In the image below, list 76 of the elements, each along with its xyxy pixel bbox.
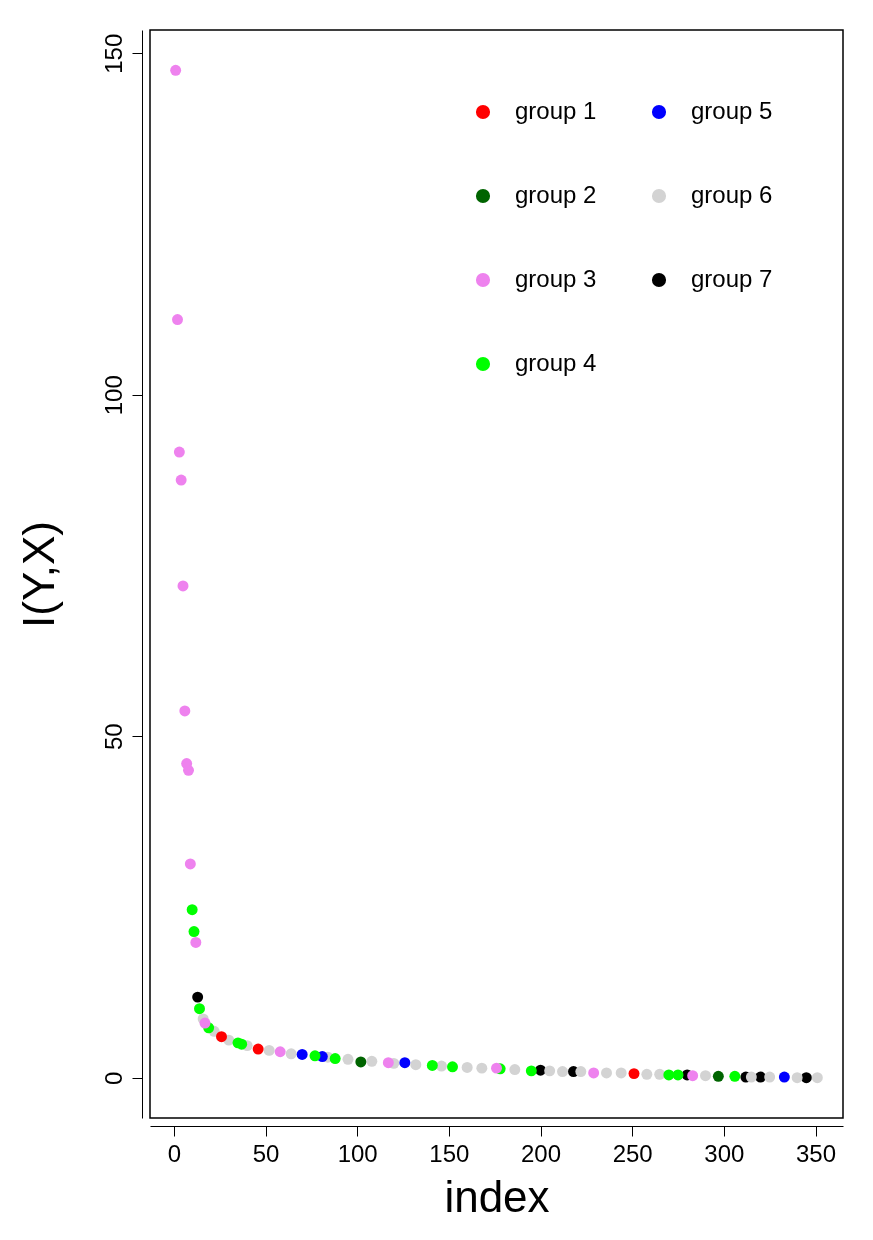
- point: [745, 1071, 757, 1083]
- point: [177, 580, 189, 592]
- point: [175, 474, 187, 486]
- point: [764, 1071, 776, 1083]
- y-tick-label: 100: [99, 375, 127, 416]
- point: [399, 1057, 411, 1069]
- point: [355, 1056, 367, 1068]
- point: [216, 1031, 227, 1043]
- point: [199, 1017, 211, 1029]
- point: [184, 858, 196, 870]
- point: [366, 1055, 378, 1067]
- point: [426, 1059, 438, 1071]
- point: [188, 926, 200, 938]
- point: [476, 1062, 488, 1074]
- x-tick-label: 50: [252, 1139, 280, 1167]
- legend-label: group 4: [515, 349, 597, 376]
- x-tick-label: 150: [429, 1139, 470, 1167]
- point: [712, 1070, 724, 1082]
- point: [192, 991, 204, 1003]
- point: [296, 1049, 308, 1060]
- point: [342, 1053, 354, 1065]
- point: [575, 1066, 587, 1078]
- point: [263, 1044, 275, 1056]
- point: [170, 64, 182, 76]
- point: [309, 1050, 321, 1062]
- legend-label: group 5: [691, 97, 773, 124]
- y-tick-label: 50: [99, 723, 127, 751]
- point: [672, 1069, 684, 1081]
- point: [525, 1065, 537, 1077]
- point: [252, 1043, 264, 1055]
- x-tick-label: 200: [520, 1139, 562, 1167]
- point: [447, 1061, 458, 1073]
- point: [274, 1046, 286, 1058]
- point: [179, 705, 191, 717]
- legend-label: group 6: [691, 181, 773, 208]
- point: [687, 1070, 699, 1082]
- point: [461, 1061, 473, 1073]
- x-tick-label: 250: [612, 1139, 653, 1167]
- point: [811, 1072, 823, 1084]
- point: [778, 1071, 790, 1083]
- x-tick-label: 100: [337, 1139, 378, 1167]
- legend-label: group 7: [691, 265, 773, 292]
- point: [588, 1067, 600, 1079]
- x-tick-label: 350: [795, 1139, 837, 1167]
- x-axis-title: index: [444, 1171, 550, 1221]
- point: [410, 1059, 422, 1071]
- point: [557, 1066, 568, 1078]
- y-axis-title: I(Y,X): [13, 521, 63, 628]
- point: [173, 446, 185, 458]
- point: [615, 1067, 627, 1079]
- point: [544, 1065, 556, 1077]
- point: [194, 1003, 205, 1015]
- point: [791, 1072, 803, 1084]
- point: [800, 1072, 812, 1084]
- point: [190, 937, 202, 948]
- point: [641, 1068, 653, 1080]
- point: [186, 904, 198, 916]
- point: [729, 1070, 741, 1082]
- point: [436, 1060, 447, 1072]
- y-tick-label: 150: [99, 33, 127, 74]
- point: [601, 1067, 612, 1079]
- point: [700, 1070, 711, 1082]
- point: [329, 1053, 341, 1065]
- point: [285, 1048, 297, 1060]
- legend-label: group 1: [515, 97, 597, 124]
- legend-label: group 2: [515, 181, 597, 208]
- point: [654, 1068, 666, 1080]
- y-tick-label: 0: [99, 1071, 127, 1085]
- point: [491, 1062, 502, 1074]
- legend-label: group 3: [515, 265, 597, 292]
- point: [628, 1068, 640, 1080]
- point: [382, 1057, 394, 1069]
- x-tick-label: 0: [167, 1139, 182, 1167]
- point: [172, 314, 183, 326]
- x-tick-label: 300: [704, 1139, 745, 1167]
- point: [509, 1064, 521, 1075]
